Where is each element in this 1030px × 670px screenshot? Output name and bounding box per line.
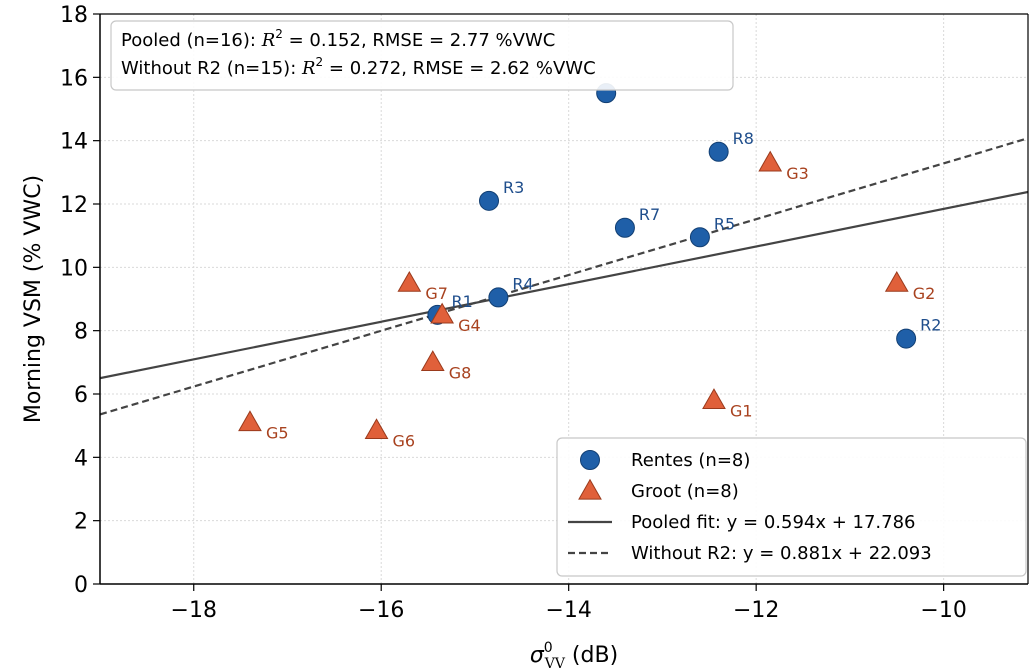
groot-point [397,270,422,292]
y-tick-label: 18 [60,3,88,28]
point-label: G1 [730,401,753,420]
x-tick-label: −10 [920,598,966,623]
point-label: R5 [714,214,735,233]
stats-annotation: Pooled (n=16): R2 = 0.152, RMSE = 2.77 %… [110,20,734,91]
annotation-line: Pooled (n=16): R2 = 0.152, RMSE = 2.77 %… [121,27,555,51]
groot-point [758,150,783,172]
rentes-point [614,217,635,238]
groot-point [420,350,445,371]
x-tick-label: −18 [171,598,217,623]
y-tick-label: 12 [60,193,88,218]
point-label: G3 [786,164,809,183]
x-axis-label: σ0 VV (dB) [530,640,618,670]
point-label: G7 [425,284,448,303]
point-label: G5 [266,424,289,443]
legend-label: Rentes (n=8) [631,450,750,471]
point-label: G2 [913,284,936,303]
point-label: G6 [393,431,416,450]
point-label: R3 [503,178,524,197]
y-tick-label: 8 [74,320,88,345]
y-tick-label: 6 [74,383,88,408]
y-tick-label: 10 [60,256,88,281]
axes: −18 −16 −14 −12 −10 0 2 4 6 8 10 12 14 16 18 σ0 VV (dB) M… [21,3,1029,670]
without-r2-fit-line [100,137,1028,416]
groot-point [430,302,455,324]
y-tick-label: 16 [60,66,88,91]
y-tick-label: 2 [74,510,88,535]
groot-point [702,388,726,409]
legend-groot-marker [578,478,602,500]
point-label: G8 [449,363,472,382]
data-points: R1 R2 R3 R4 R5 R7 R8 G1 G2 G3 G4 G5 G6 G7 G8 [238,83,941,450]
x-tick-label: −12 [733,598,779,623]
point-label: R4 [512,274,533,293]
y-tick-label: 14 [60,130,88,155]
groot-point [364,418,389,440]
legend-label: Pooled fit: y = 0.594x + 17.786 [631,512,916,533]
point-label: R7 [639,205,660,224]
point-label: R1 [451,292,472,311]
legend-box [556,437,1027,577]
legend-rentes-marker [580,450,600,470]
pooled-fit-line [100,190,1028,380]
x-tick-label: −16 [358,598,404,623]
annotation-line: Without R2 (n=15): R2 = 0.272, RMSE = 2.… [121,55,596,79]
point-label: R8 [733,129,754,148]
rentes-point [708,141,729,162]
x-tick-label: −14 [545,598,591,623]
y-tick-label: 0 [74,573,88,598]
legend-label: Without R2: y = 0.881x + 22.093 [631,543,932,564]
y-axis-label: Morning VSM (% VWC) [21,175,46,423]
point-label: R2 [920,316,941,335]
groot-point [238,410,262,432]
annotation-box [110,20,734,91]
rentes-point [896,328,917,349]
y-tick-label: 4 [74,446,88,471]
fit-lines [100,137,1028,416]
legend-label: Groot (n=8) [631,481,739,502]
groot-point [884,270,909,292]
point-label: G4 [458,316,481,335]
rentes-point [488,287,509,308]
legend: Rentes (n=8) Groot (n=8) Pooled fit: y = 0… [556,437,1027,577]
rentes-point [689,227,710,248]
rentes-point [479,190,500,211]
